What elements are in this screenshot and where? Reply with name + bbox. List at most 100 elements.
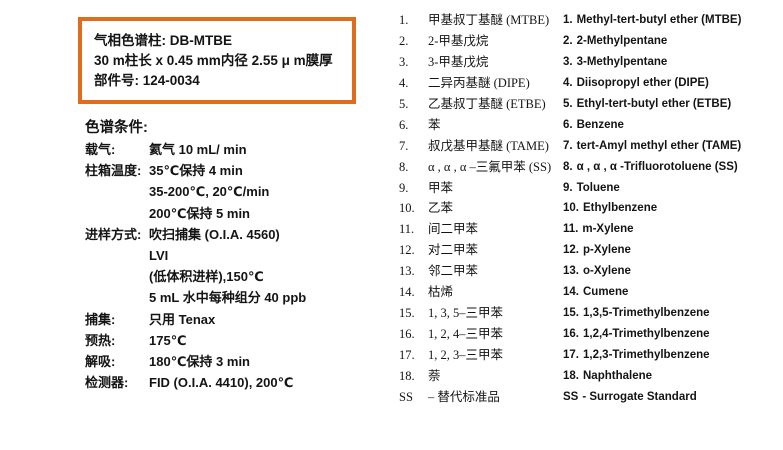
peak-list-item: 10. Ethylbenzene (563, 201, 741, 222)
peak-list-item: 1. 甲基叔丁基醚 (MTBE) (399, 13, 551, 34)
condition-label: 解吸: (85, 354, 116, 370)
peak-list-item: 16. 1, 2, 4–三甲苯 (399, 327, 551, 348)
condition-label: 预热: (85, 332, 116, 348)
condition-label: 捕集: (85, 311, 116, 327)
condition-label: 检测器: (85, 375, 129, 391)
peak-list-item: 18. 萘 (399, 369, 551, 390)
peak-name: 1,2,4-Trimethylbenzene (583, 328, 710, 341)
peak-number: 1. (399, 13, 409, 27)
condition-row: 进样方式: 吹扫捕集 (O.I.A. 4560) LVI (低体积进样),150℃ 5… (85, 224, 395, 309)
peak-number: 10. (399, 201, 415, 216)
peak-list-item: SS - Surrogate Standard (563, 390, 741, 411)
condition-value: 175℃ (149, 330, 395, 351)
condition-row: 预热: 175℃ (85, 330, 395, 351)
peak-number: 4. (563, 76, 573, 89)
peak-name: 1,3,5-Trimethylbenzene (583, 307, 710, 320)
peak-list-item: 7. tert-Amyl methyl ether (TAME) (563, 139, 741, 160)
peak-name: 甲苯 (428, 180, 454, 195)
peak-number: 9. (399, 180, 409, 195)
peak-number: 2. (399, 33, 409, 48)
peak-list-item: 3. 3-Methylpentane (563, 55, 741, 76)
peak-name: 1,2,3-Trimethylbenzene (583, 349, 710, 361)
peak-number: 17. (563, 349, 579, 361)
peak-number: 8. (399, 159, 409, 174)
peak-name: 2-Methylpentane (576, 34, 668, 47)
peak-number: 2. (563, 34, 573, 47)
condition-label: 载气: (85, 142, 116, 157)
peak-list-item: 15. 1,3,5-Trimethylbenzene (563, 306, 741, 327)
peak-name: 乙基叔丁基醚 (ETBE) (428, 96, 546, 111)
peak-number: 13. (399, 264, 415, 279)
peak-name: 2-甲基戊烷 (428, 33, 489, 48)
condition-line: 175℃ (149, 332, 187, 348)
peak-name: tert-Amyl methyl ether (TAME) (576, 139, 742, 152)
peak-name: Ethyl-tert-butyl ether (ETBE) (576, 97, 732, 110)
peak-name: o-Xylene (583, 265, 631, 278)
peak-number: 14. (563, 286, 579, 299)
peak-list-item: SS – 替代标准品 (399, 390, 551, 411)
peak-list-item: 15. 1, 3, 5–三甲苯 (399, 306, 551, 327)
condition-row: 解吸: 180℃保持 3 min (85, 351, 395, 372)
peak-name: 3-Methylpentane (576, 55, 668, 68)
peak-number: 15. (563, 307, 579, 320)
peak-number: 16. (563, 328, 579, 341)
peak-name: - Surrogate Standard (582, 390, 697, 403)
peak-number: 15. (399, 306, 415, 321)
peak-number: 10. (563, 202, 579, 215)
peak-name: 枯烯 (428, 285, 454, 300)
peak-name: Cumene (583, 286, 629, 299)
peak-number: SS (399, 389, 413, 404)
peak-name: 邻二甲苯 (428, 264, 479, 279)
peak-name: 3-甲基戊烷 (428, 54, 489, 69)
peak-list-item: 13. 邻二甲苯 (399, 264, 551, 285)
peak-number: 4. (399, 75, 409, 90)
peak-list-item: 2. 2-甲基戊烷 (399, 34, 551, 55)
peak-name: Diisopropyl ether (DIPE) (576, 76, 709, 89)
condition-label: 柱箱温度: (85, 163, 142, 179)
condition-line: 吹扫捕集 (O.I.A. 4560) (149, 226, 280, 242)
peak-list-item: 8. α , α , α -Trifluorotoluene (SS) (563, 160, 741, 181)
condition-value: 吹扫捕集 (O.I.A. 4560) LVI (低体积进样),150℃ 5 mL 水中… (149, 224, 395, 309)
condition-value: 氦气 10 mL/ min (149, 139, 395, 160)
conditions-table: 载气: 氦气 10 mL/ min 柱箱温度: 35℃保持 4 min 35-20… (85, 139, 395, 393)
peak-list-item: 17. 1, 2, 3–三甲苯 (399, 348, 551, 369)
peak-list-item: 2. 2-Methylpentane (563, 34, 741, 55)
condition-line: FID (O.I.A. 4410), 200℃ (149, 375, 294, 391)
peak-number: 9. (563, 181, 573, 194)
peak-name: α , α , α -Trifluorotoluene (SS) (576, 160, 738, 173)
column-name-line: 气相色谱柱: DB-MTBE (94, 33, 232, 48)
peak-name: 萘 (428, 368, 441, 383)
peak-list-item: 1. Methyl-tert-butyl ether (MTBE) (563, 13, 741, 34)
peak-number: 6. (563, 118, 573, 131)
condition-line: LVI (149, 248, 169, 264)
peak-number: 7. (563, 139, 573, 152)
peak-list-item: 9. 甲苯 (399, 181, 551, 202)
peak-list-item: 4. 二异丙基醚 (DIPE) (399, 76, 551, 97)
condition-label: 进样方式: (85, 226, 142, 242)
peak-list-item: 8. α , α , α –三氟甲苯 (SS) (399, 160, 551, 181)
peak-name: α , α , α –三氟甲苯 (SS) (428, 159, 552, 174)
condition-line: 35-200℃, 20℃/min (149, 184, 270, 200)
peak-list-item: 14. 枯烯 (399, 285, 551, 306)
peak-list-item: 9. Toluene (563, 181, 741, 202)
peak-number: 5. (399, 96, 409, 111)
peak-list-item: 5. 乙基叔丁基醚 (ETBE) (399, 97, 551, 118)
peak-list-item: 17. 1,2,3-Trimethylbenzene (563, 348, 741, 369)
peak-number: 8. (563, 160, 573, 173)
conditions-title: 色谱条件: (85, 120, 148, 136)
peak-name: 间二甲苯 (428, 222, 479, 237)
condition-row: 载气: 氦气 10 mL/ min (85, 139, 395, 160)
peak-name: 1, 2, 3–三甲苯 (428, 348, 504, 362)
peak-list-item: 18. Naphthalene (563, 369, 741, 390)
peak-number: 6. (399, 117, 409, 132)
peak-number: 13. (563, 265, 579, 278)
condition-value: FID (O.I.A. 4410), 200℃ (149, 372, 395, 393)
condition-value: 只用 Tenax (149, 309, 395, 330)
peak-list-item: 10. 乙苯 (399, 201, 551, 222)
peak-list-chinese: 1. 甲基叔丁基醚 (MTBE) 2. 2-甲基戊烷 3. 3-甲基戊烷 4. … (399, 13, 551, 411)
peak-number: SS (563, 390, 579, 403)
peak-number: 18. (563, 369, 579, 382)
peak-name: 甲基叔丁基醚 (MTBE) (428, 13, 550, 27)
peak-name: 苯 (428, 117, 441, 132)
peak-number: 1. (563, 14, 573, 26)
